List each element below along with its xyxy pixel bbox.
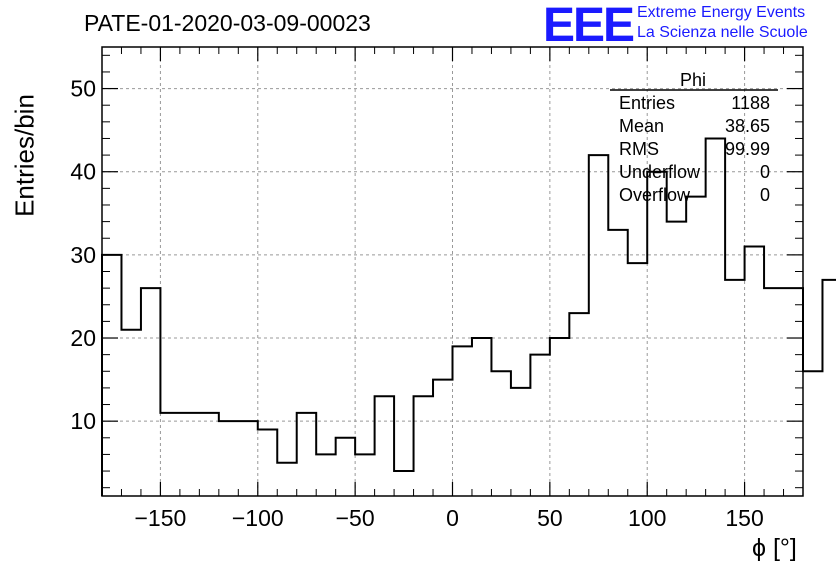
- logo-subtitle-line2: La Scienza nelle Scuole: [637, 24, 808, 41]
- x-tick-label: 100: [628, 505, 666, 531]
- y-tick-label: 40: [70, 159, 96, 185]
- x-tick-label: −50: [336, 505, 375, 531]
- stat-value-entries: 1188: [731, 93, 770, 113]
- x-tick-label: 150: [725, 505, 763, 531]
- stat-label-rms: RMS: [619, 139, 659, 159]
- grid-lines: [102, 47, 803, 496]
- stats-box-title: Phi: [680, 70, 707, 90]
- y-tick-label: 50: [70, 76, 96, 102]
- stat-label-mean: Mean: [619, 116, 665, 136]
- x-tick-label: 0: [446, 505, 459, 531]
- y-axis-label: Entries/bin: [9, 94, 40, 217]
- logo-subtitle-line1: Extreme Energy Events: [637, 4, 806, 21]
- y-tick-label: 10: [70, 408, 96, 434]
- x-tick-label: −100: [232, 505, 284, 531]
- stat-label-entries: Entries: [619, 93, 676, 113]
- y-tick-label: 20: [70, 325, 96, 351]
- x-axis-label: ϕ [°]: [752, 534, 797, 562]
- tick-labels: −150 −100 −50 0 50 100 150 10 20 30 40 50: [70, 76, 763, 531]
- stat-label-underflow: Underflow: [619, 162, 701, 182]
- x-tick-label: 50: [537, 505, 563, 531]
- chart-title: PATE-01-2020-03-09-00023: [84, 10, 371, 36]
- eee-logo: EEE: [543, 0, 635, 52]
- stat-value-rms: 99.99: [724, 139, 770, 159]
- axis-ticks: [101, 47, 804, 496]
- stat-value-underflow: 0: [759, 162, 770, 182]
- stat-label-overflow: Overflow: [619, 185, 691, 205]
- stat-value-mean: 38.65: [724, 116, 770, 136]
- y-tick-label: 30: [70, 242, 96, 268]
- histogram-series: [101, 137, 836, 496]
- x-tick-label: −150: [135, 505, 187, 531]
- stat-value-overflow: 0: [759, 185, 770, 205]
